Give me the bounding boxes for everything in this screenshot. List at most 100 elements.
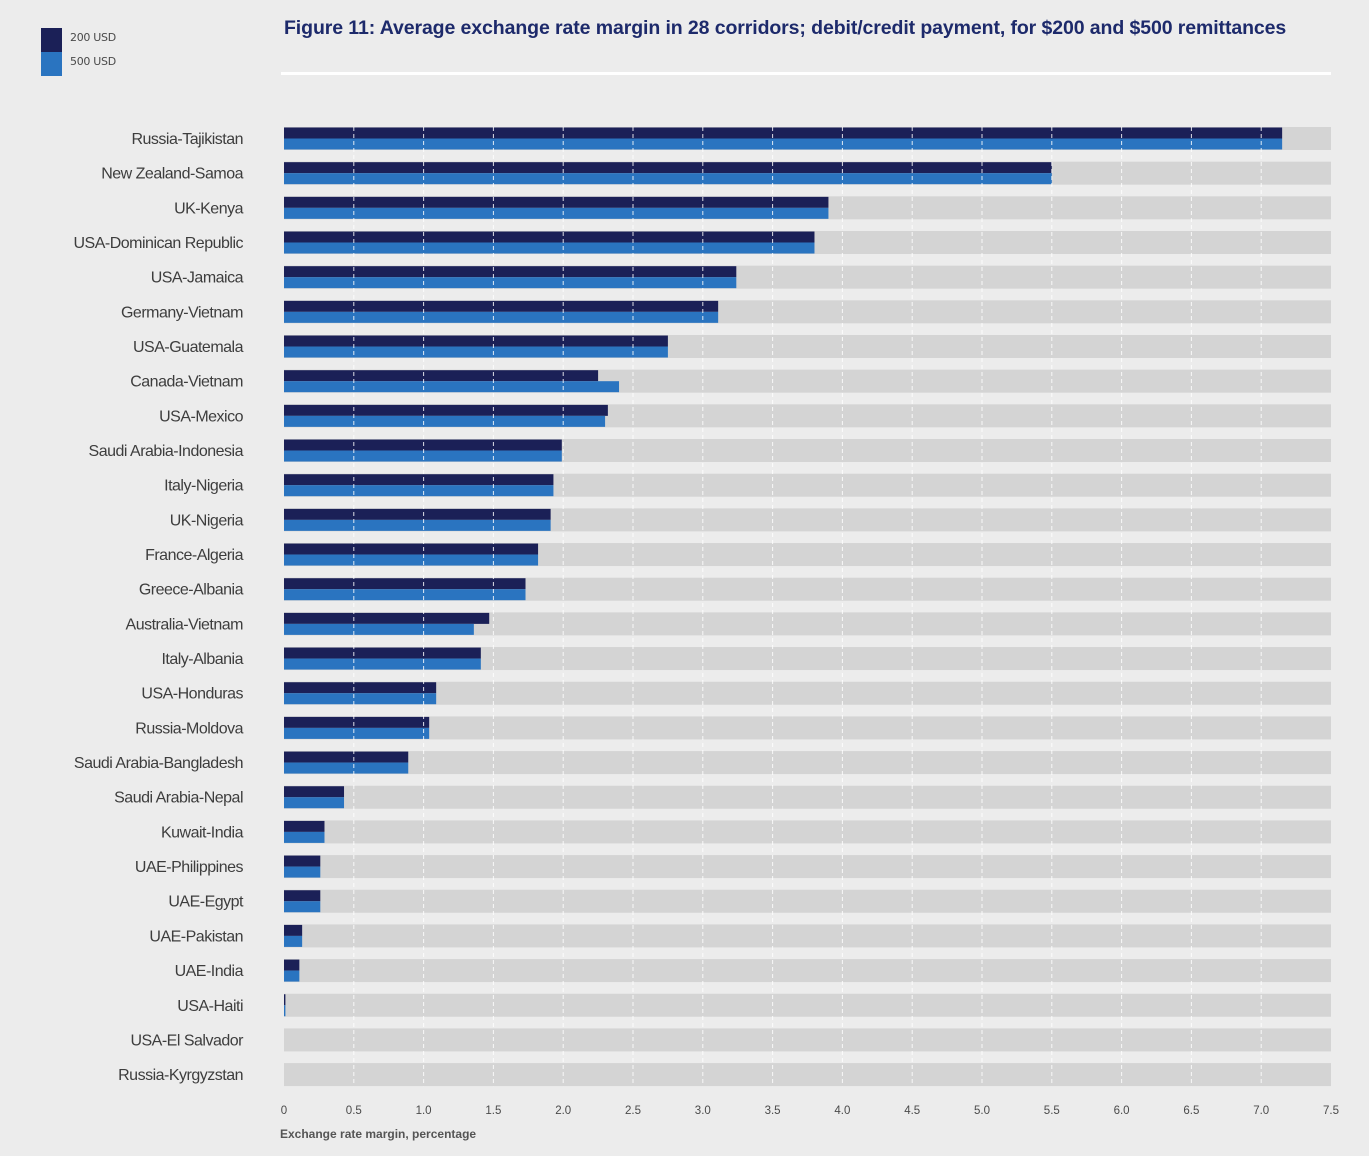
bar-500-usd — [284, 623, 474, 635]
bar-track — [284, 855, 1331, 879]
x-tick-label: 0 — [281, 1105, 287, 1117]
title-divider — [281, 72, 1331, 75]
category-label: USA-El Salvador — [130, 1032, 244, 1049]
bar-200-usd — [284, 266, 737, 278]
category-label: Australia-Vietnam — [126, 616, 244, 633]
bar-500-usd — [284, 173, 1052, 185]
bar-500-usd — [284, 346, 668, 358]
bar-200-usd — [284, 578, 526, 590]
x-tick-label: 5.5 — [1044, 1105, 1060, 1117]
x-axis-title: Exchange rate margin, percentage — [280, 1127, 477, 1141]
bar-track — [284, 993, 1331, 1017]
bar-200-usd — [284, 127, 1283, 139]
x-tick-label: 5.0 — [974, 1105, 990, 1117]
bar-500-usd — [284, 311, 719, 323]
bar-200-usd — [284, 682, 437, 694]
bar-500-usd — [284, 762, 409, 774]
bar-500-usd — [284, 727, 430, 739]
bar-track — [284, 785, 1331, 809]
bar-500-usd — [284, 970, 300, 982]
category-label: France-Algeria — [145, 547, 244, 564]
bar-200-usd — [284, 370, 599, 382]
x-tick-label: 6.0 — [1114, 1105, 1130, 1117]
category-label: Saudi Arabia-Indonesia — [89, 443, 244, 460]
bar-500-usd — [284, 589, 526, 601]
category-label: New Zealand-Samoa — [101, 166, 243, 183]
bar-500-usd — [284, 277, 737, 289]
bar-200-usd — [284, 474, 554, 486]
bar-200-usd — [284, 647, 481, 659]
bar-200-usd — [284, 751, 409, 763]
bar-200-usd — [284, 890, 321, 902]
bar-500-usd — [284, 797, 345, 809]
category-label: Saudi Arabia-Bangladesh — [74, 755, 243, 772]
bar-500-usd — [284, 901, 321, 913]
bar-500-usd — [284, 381, 620, 393]
category-label: UAE-India — [175, 963, 244, 980]
bar-200-usd — [284, 820, 325, 832]
x-tick-label: 1.0 — [416, 1105, 432, 1117]
bar-200-usd — [284, 231, 815, 243]
category-label: Russia-Moldova — [135, 720, 243, 737]
category-label: UAE-Philippines — [135, 859, 244, 876]
bar-500-usd — [284, 831, 325, 843]
bar-500-usd — [284, 866, 321, 878]
bar-track — [284, 751, 1331, 775]
bar-200-usd — [284, 855, 321, 867]
bar-track — [284, 1028, 1331, 1052]
bar-200-usd — [284, 924, 303, 936]
category-label: USA-Dominican Republic — [73, 235, 243, 252]
x-tick-label: 3.5 — [765, 1105, 781, 1117]
x-tick-label: 1.5 — [485, 1105, 501, 1117]
x-tick-label: 2.5 — [625, 1105, 641, 1117]
bar-200-usd — [284, 335, 668, 347]
bar-500-usd — [284, 519, 551, 531]
category-label: Kuwait-India — [161, 824, 244, 841]
category-label: UK-Nigeria — [170, 512, 244, 529]
bar-track — [284, 1063, 1331, 1087]
category-label: UK-Kenya — [174, 200, 244, 217]
bar-500-usd — [284, 242, 815, 254]
category-label: Italy-Albania — [161, 651, 243, 668]
category-label: USA-Honduras — [141, 686, 243, 703]
bar-200-usd — [284, 404, 608, 416]
bar-500-usd — [284, 1005, 286, 1017]
bar-track — [284, 647, 1331, 671]
bar-500-usd — [284, 554, 539, 566]
legend-swatch-200-usd — [41, 28, 62, 52]
bar-200-usd — [284, 994, 286, 1006]
category-label: Saudi Arabia-Nepal — [114, 790, 243, 807]
bar-200-usd — [284, 786, 345, 798]
x-tick-label: 6.5 — [1183, 1105, 1199, 1117]
x-tick-label: 2.0 — [555, 1105, 571, 1117]
category-label: UAE-Pakistan — [149, 928, 243, 945]
bar-500-usd — [284, 450, 562, 462]
x-tick-label: 3.0 — [695, 1105, 711, 1117]
x-tick-label: 4.5 — [904, 1105, 920, 1117]
category-label: USA-Jamaica — [151, 270, 244, 287]
bar-track — [284, 612, 1331, 636]
bar-200-usd — [284, 300, 719, 312]
category-label: USA-Mexico — [159, 408, 244, 425]
bar-200-usd — [284, 162, 1052, 174]
chart-title: Figure 11: Average exchange rate margin … — [284, 17, 1287, 39]
x-tick-label: 0.5 — [346, 1105, 362, 1117]
legend-swatch-500-usd — [41, 52, 62, 76]
bar-200-usd — [284, 439, 562, 451]
bar-200-usd — [284, 716, 430, 728]
bar-200-usd — [284, 612, 490, 624]
bar-500-usd — [284, 658, 481, 670]
bar-500-usd — [284, 138, 1283, 150]
category-label: USA-Guatemala — [133, 339, 244, 356]
category-label: Greece-Albania — [139, 582, 244, 599]
bar-500-usd — [284, 693, 437, 705]
bar-200-usd — [284, 543, 539, 555]
bar-500-usd — [284, 207, 829, 219]
bar-500-usd — [284, 415, 606, 427]
x-tick-label: 7.5 — [1323, 1105, 1339, 1117]
x-tick-label: 7.0 — [1253, 1105, 1269, 1117]
bar-track — [284, 889, 1331, 913]
legend-label-200-usd: 200 USD — [70, 31, 116, 44]
legend-item-200-usd: 200 USD — [41, 28, 241, 52]
